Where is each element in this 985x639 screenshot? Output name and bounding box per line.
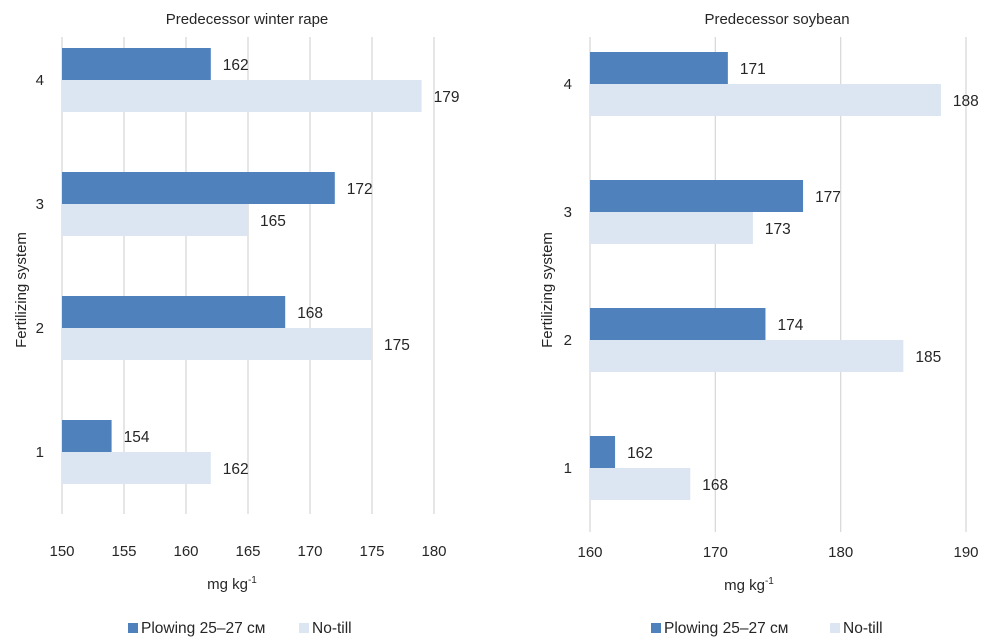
x-tick-label: 150 [49,543,74,560]
legend: Plowing 25–27 см No-till [651,620,883,637]
x-tick-label: 170 [703,544,728,561]
data-label: 162 [627,445,653,462]
data-label: 172 [347,181,373,198]
y-tick-label: 1 [564,460,572,477]
data-label: 162 [223,57,249,74]
bar-plowing [590,308,766,340]
x-axis-label: mg kg-1 [724,576,774,594]
y-tick-label: 2 [564,332,572,349]
data-label: 175 [384,337,410,354]
bar-plowing [590,52,728,84]
y-tick-label: 2 [36,320,44,337]
data-label: 188 [953,93,979,110]
legend-swatch-plowing [128,623,138,633]
data-label: 173 [765,221,791,238]
chart-winter-rape: Predecessor winter rape 154 162 168 175 172 1… [13,11,460,637]
x-axis-label-unit: mg kg [207,576,248,593]
x-tick-label: 165 [235,543,260,560]
data-label: 162 [223,461,249,478]
legend-label-notill: No-till [312,620,352,637]
data-label: 168 [297,305,323,322]
bar-notill [590,84,941,116]
x-tick-label: 180 [421,543,446,560]
y-tick-label: 3 [564,204,572,221]
bar-plowing [590,436,616,468]
bar-plowing [62,420,112,452]
data-label: 177 [815,189,841,206]
x-axis-label: mg kg-1 [207,575,257,593]
x-axis-label-sup: -1 [248,575,257,586]
x-axis-label-unit: mg kg [724,577,765,594]
data-label: 174 [777,317,803,334]
x-tick-label: 180 [828,544,853,561]
x-tick-label: 160 [577,544,602,561]
bar-notill [62,80,422,112]
chart-soybean: Predecessor soybean 162 168 174 185 177 173 17… [539,11,979,637]
y-tick-label: 1 [36,444,44,461]
x-tick-label: 160 [173,543,198,560]
legend-label-plowing: Plowing 25–27 см [141,620,265,637]
x-tick-label: 170 [297,543,322,560]
bar-notill [590,468,691,500]
chart-title: Predecessor winter rape [166,11,329,28]
bar-notill [590,340,904,372]
chart-panel-soybean: Predecessor soybean 162 168 174 185 177 173 17… [505,0,985,639]
bar-plowing [62,48,211,80]
legend-swatch-notill [830,623,840,633]
bar-plowing [62,172,335,204]
legend-swatch-notill [299,623,309,633]
x-tick-label: 155 [111,543,136,560]
y-tick-label: 4 [564,76,572,93]
legend-swatch-plowing [651,623,661,633]
y-axis-label: Fertilizing system [13,232,30,348]
data-label: 154 [124,429,150,446]
data-label: 171 [740,61,766,78]
data-label: 165 [260,213,286,230]
chart-panel-winter-rape: Predecessor winter rape 154 162 168 175 172 1… [0,0,480,639]
legend-label-notill: No-till [843,620,883,637]
x-axis-label-sup: -1 [765,576,774,587]
data-label: 179 [434,89,460,106]
x-tick-label: 190 [953,544,978,561]
data-label: 185 [915,349,941,366]
bar-notill [590,212,753,244]
y-tick-label: 4 [36,72,44,89]
data-label: 168 [702,477,728,494]
bar-notill [62,328,372,360]
x-tick-label: 175 [359,543,384,560]
bar-plowing [590,180,804,212]
bar-notill [62,452,211,484]
legend-label-plowing: Plowing 25–27 см [664,620,788,637]
legend: Plowing 25–27 см No-till [128,620,352,637]
y-tick-label: 3 [36,196,44,213]
y-axis-label: Fertilizing system [539,232,556,348]
chart-title: Predecessor soybean [704,11,849,28]
bar-plowing [62,296,286,328]
bar-notill [62,204,248,236]
